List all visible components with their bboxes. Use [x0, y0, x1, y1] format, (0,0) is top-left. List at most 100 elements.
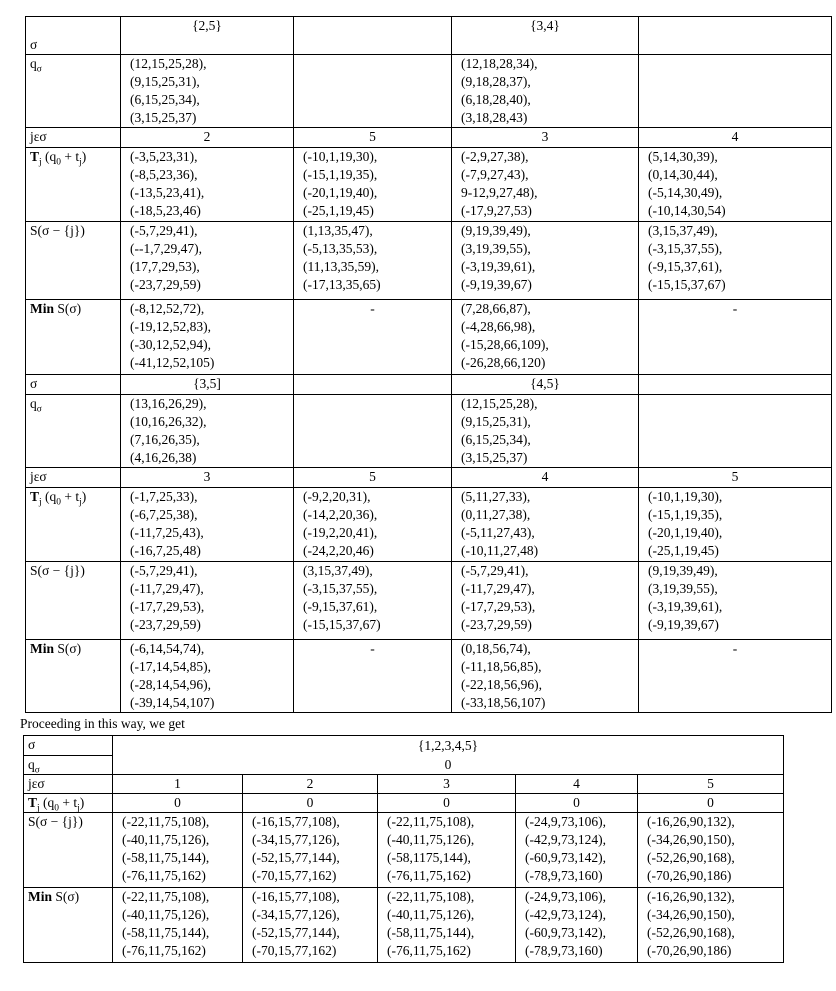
table-row: Tj (q0 + tj) 0 0 0 0 0: [23, 793, 785, 813]
sigma-set-cell: {3,4}: [451, 16, 639, 55]
min-values-cell: (7,28,66,87), (-4,28,66,98), (-15,28,66,…: [451, 299, 639, 375]
dp-table-top: σ {2,5} {3,4} qσ (12,15,25,28), (9,15,25…: [25, 16, 832, 713]
sigma-set-span-cell: {1,2,3,4,5} 0: [111, 735, 785, 775]
sigma-set-cell: [293, 16, 452, 55]
j-cell: 3: [120, 467, 294, 488]
T-values-cell: (-1,7,25,33), (-6,7,25,38), (-11,7,25,43…: [120, 487, 294, 562]
table-row: S(σ − {j}) (-22,11,75,108), (-40,11,75,1…: [23, 812, 785, 888]
j-cell: 2: [120, 127, 294, 148]
min-values-cell: (-24,9,73,106), (-42,9,73,124), (-60,9,7…: [515, 887, 638, 963]
table-row: jεσ 3 5 4 5: [25, 467, 832, 488]
T-values-cell: (5,11,27,33), (0,11,27,38), (-5,11,27,43…: [451, 487, 639, 562]
q-values-cell: (12,15,25,28), (9,15,25,31), (6,15,25,34…: [451, 394, 639, 468]
j-cell: 3: [377, 774, 516, 794]
S-values-cell: (-5,7,29,41), (--1,7,29,47), (17,7,29,53…: [120, 221, 294, 300]
sigma-label: σ: [30, 37, 38, 52]
table-row: S(σ − {j}) (-5,7,29,41), (-11,7,29,47), …: [25, 561, 832, 640]
min-values-cell: -: [638, 639, 832, 713]
T-cell: 0: [112, 793, 243, 813]
S-values-cell: (3,15,37,49), (-3,15,37,55), (-9,15,37,6…: [293, 561, 452, 640]
j-cell: 1: [112, 774, 243, 794]
sigma-set-value: {1,2,3,4,5}: [417, 738, 479, 753]
j-cell: 5: [638, 467, 832, 488]
S-values-cell: (-5,7,29,41), (-11,7,29,47), (-17,7,29,5…: [120, 561, 294, 640]
row-label-min: Min S(σ): [23, 887, 113, 963]
row-label-sigma: σ: [23, 735, 113, 756]
sigma-set-cell: [638, 374, 832, 395]
T-values-cell: (-2,9,27,38), (-7,9,27,43), 9-12,9,27,48…: [451, 147, 639, 222]
row-label-S: S(σ − {j}): [25, 561, 121, 640]
min-values-cell: (-22,11,75,108), (-40,11,75,126), (-58,1…: [112, 887, 243, 963]
table-row: Tj (q0 + tj) (-1,7,25,33), (-6,7,25,38),…: [25, 487, 832, 562]
row-label-j: jεσ: [25, 127, 121, 148]
j-cell: 5: [293, 467, 452, 488]
row-label-q: qσ: [25, 54, 121, 128]
table-row: σ {3,5] {4,5}: [25, 374, 832, 395]
j-cell: 2: [242, 774, 378, 794]
T-values-cell: (-10,1,19,30), (-15,1,19,35), (-20,1,19,…: [638, 487, 832, 562]
j-cell: 4: [638, 127, 832, 148]
sigma-label: σ: [28, 737, 36, 752]
sigma-set-cell: {2,5}: [120, 16, 294, 55]
S-values-cell: (9,19,39,49), (3,19,39,55), (-3,19,39,61…: [451, 221, 639, 300]
min-values-cell: (-22,11,75,108), (-40,11,75,126), (-58,1…: [377, 887, 516, 963]
q-values-cell: (13,16,26,29), (10,16,26,32), (7,16,26,3…: [120, 394, 294, 468]
row-label-T: Tj (q0 + tj): [23, 793, 113, 813]
min-values-cell: (-6,14,54,74), (-17,14,54,85), (-28,14,5…: [120, 639, 294, 713]
table-row: S(σ − {j}) (-5,7,29,41), (--1,7,29,47), …: [25, 221, 832, 300]
j-cell: 3: [451, 127, 639, 148]
dp-table-bottom: σ {1,2,3,4,5} 0 qσ jεσ 1 2 3 4 5 Tj (q0 …: [23, 735, 785, 963]
min-values-cell: -: [293, 639, 452, 713]
row-label-sigma: σ: [25, 16, 121, 55]
sigma-set-cell: [293, 374, 452, 395]
min-values-cell: (-16,15,77,108), (-34,15,77,126), (-52,1…: [242, 887, 378, 963]
q-span-value: 0: [444, 757, 452, 772]
S-values-cell: (-16,26,90,132), (-34,26,90,150), (-52,2…: [636, 812, 785, 888]
table-row: σ {2,5} {3,4}: [25, 16, 832, 55]
min-values-cell: -: [293, 299, 452, 375]
j-cell: 5: [636, 774, 785, 794]
table-row: σ {1,2,3,4,5} 0: [23, 735, 785, 775]
S-values-cell: (3,15,37,49), (-3,15,37,55), (-9,15,37,6…: [638, 221, 832, 300]
T-values-cell: (5,14,30,39), (0,14,30,44), (-5,14,30,49…: [638, 147, 832, 222]
T-values-cell: (-9,2,20,31), (-14,2,20,36), (-19,2,20,4…: [293, 487, 452, 562]
T-cell: 0: [515, 793, 638, 813]
min-values-cell: (-8,12,52,72), (-19,12,52,83), (-30,12,5…: [120, 299, 294, 375]
table-row: qσ (12,15,25,28), (9,15,25,31), (6,15,25…: [25, 54, 832, 128]
T-cell: 0: [377, 793, 516, 813]
j-cell: 5: [293, 127, 452, 148]
row-label-T: Tj (q0 + tj): [25, 487, 121, 562]
row-label-min: Min S(σ): [25, 299, 121, 375]
min-values-cell: (-16,26,90,132), (-34,26,90,150), (-52,2…: [636, 887, 785, 963]
q-values-cell: [638, 54, 832, 128]
j-cell: 4: [515, 774, 638, 794]
S-values-cell: (-16,15,77,108), (-34,15,77,126), (-52,1…: [242, 812, 378, 888]
proceeding-text: Proceeding in this way, we get: [20, 716, 185, 731]
S-values-cell: (-24,9,73,106), (-42,9,73,124), (-60,9,7…: [515, 812, 638, 888]
S-values-cell: (-22,11,75,108), (-40,11,75,126), (-58,1…: [377, 812, 516, 888]
sigma-set-cell: {3,5]: [120, 374, 294, 395]
table-row: Min S(σ) (-22,11,75,108), (-40,11,75,126…: [23, 887, 785, 963]
q-values-cell: [638, 394, 832, 468]
table-row: jεσ 1 2 3 4 5: [23, 774, 785, 794]
S-values-cell: (-22,11,75,108), (-40,11,75,126), (-58,1…: [112, 812, 243, 888]
min-values-cell: -: [638, 299, 832, 375]
table-row: Tj (q0 + tj) (-3,5,23,31), (-8,5,23,36),…: [25, 147, 832, 222]
S-values-cell: (1,13,35,47), (-5,13,35,53), (11,13,35,5…: [293, 221, 452, 300]
table-row: Min S(σ) (-8,12,52,72), (-19,12,52,83), …: [25, 299, 832, 375]
table-row: qσ (13,16,26,29), (10,16,26,32), (7,16,2…: [25, 394, 832, 468]
q-values-cell: [293, 394, 452, 468]
T-values-cell: (-10,1,19,30), (-15,1,19,35), (-20,1,19,…: [293, 147, 452, 222]
sigma-set-cell: {4,5}: [451, 374, 639, 395]
q-values-cell: [293, 54, 452, 128]
q-values-cell: (12,15,25,28), (9,15,25,31), (6,15,25,34…: [120, 54, 294, 128]
min-values-cell: (0,18,56,74), (-11,18,56,85), (-22,18,56…: [451, 639, 639, 713]
T-cell: 0: [636, 793, 785, 813]
row-label-S: S(σ − {j}): [25, 221, 121, 300]
S-values-cell: (-5,7,29,41), (-11,7,29,47), (-17,7,29,5…: [451, 561, 639, 640]
row-label-S: S(σ − {j}): [23, 812, 113, 888]
S-values-cell: (9,19,39,49), (3,19,39,55), (-3,19,39,61…: [638, 561, 832, 640]
row-label-min: Min S(σ): [25, 639, 121, 713]
T-cell: 0: [242, 793, 378, 813]
q-values-cell: (12,18,28,34), (9,18,28,37), (6,18,28,40…: [451, 54, 639, 128]
